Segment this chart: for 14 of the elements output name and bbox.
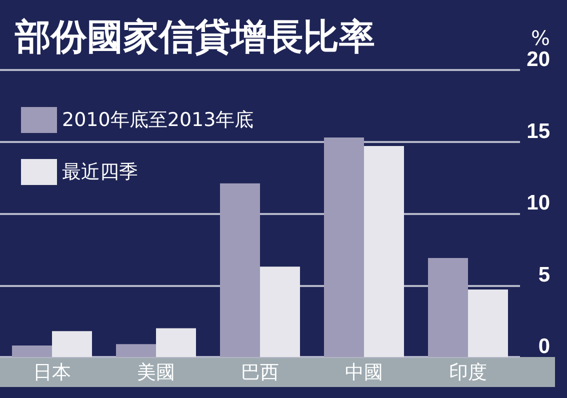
x-tick-label: 印度 [449, 362, 487, 384]
y-tick-label: 10 [526, 192, 550, 214]
y-tick-label: 15 [526, 120, 550, 143]
y-axis-title: % [530, 26, 550, 50]
y-tick-label: 20 [526, 48, 550, 71]
legend-label: 2010年底至2013年底 [62, 109, 254, 131]
y-tick-label: 5 [538, 263, 550, 286]
chart-title: 部份國家信貸增長比率 [14, 16, 375, 58]
x-tick-label: 美國 [137, 362, 175, 384]
legend-label: 最近四季 [62, 161, 138, 183]
x-tick-label: 日本 [33, 362, 71, 384]
x-tick-label: 巴西 [241, 362, 279, 384]
y-tick-label: 0 [538, 335, 550, 358]
x-tick-label: 中國 [345, 362, 383, 384]
